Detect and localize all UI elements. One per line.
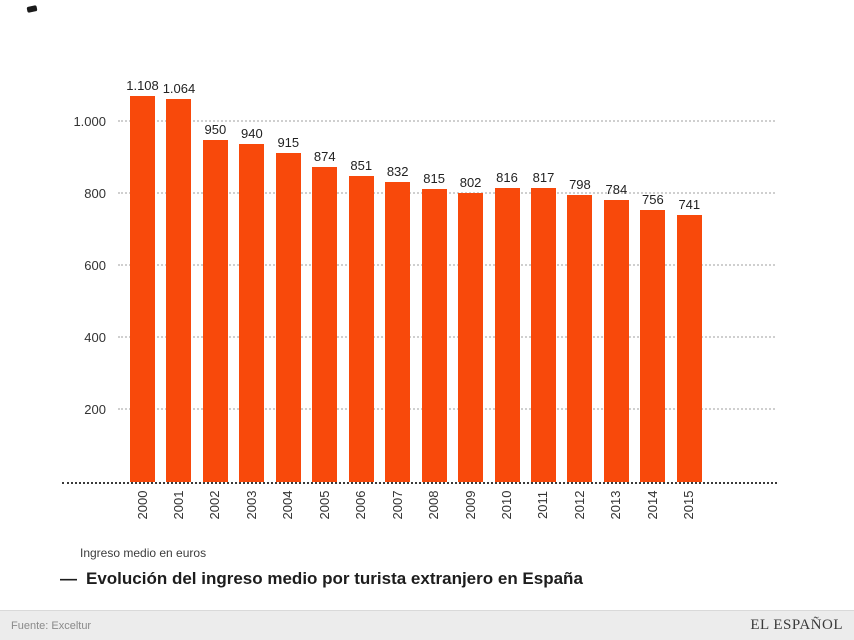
bar-value-label: 756	[641, 191, 664, 207]
bar	[530, 187, 556, 482]
y-axis-tick-label: 800	[84, 186, 106, 201]
x-axis-label: 2000	[134, 490, 150, 520]
y-axis-title: Ingreso medio en euros	[80, 546, 207, 560]
x-axis-label: 2006	[353, 490, 369, 520]
bar-column: 784 2013	[603, 78, 629, 519]
bar-column: 798 2012	[567, 78, 593, 519]
x-axis-label: 2001	[170, 490, 186, 520]
bar-column: 950 2002	[202, 78, 228, 519]
x-axis-label: 2005	[316, 490, 332, 520]
bar-column: 802 2009	[458, 78, 484, 519]
footer-bar: Fuente: Exceltur EL ESPAÑOL	[0, 610, 854, 640]
bar	[166, 98, 192, 482]
bar-column: 816 2010	[494, 78, 520, 519]
bar-value-label: 851	[350, 157, 373, 173]
title-text: Evolución del ingreso medio por turista …	[86, 569, 583, 588]
x-axis-label: 2004	[280, 490, 296, 520]
source-credit: Fuente: Exceltur	[11, 619, 92, 632]
x-axis-label: 2008	[426, 490, 442, 520]
y-axis-tick-label: 600	[84, 258, 106, 273]
bar	[130, 96, 155, 482]
x-axis-line	[62, 482, 777, 484]
bar	[676, 215, 702, 482]
brand-logo: EL ESPAÑOL	[750, 617, 843, 633]
bar	[494, 188, 520, 482]
bar-value-label: 784	[605, 181, 628, 197]
x-axis-label: 2010	[499, 490, 515, 520]
bar	[348, 175, 374, 482]
bar-value-label: 817	[532, 169, 555, 185]
y-axis-tick-label: 1.000	[73, 114, 106, 129]
bar-value-label: 741	[678, 197, 701, 213]
bar	[421, 188, 447, 482]
bar	[458, 193, 484, 482]
x-axis-label: 2009	[462, 490, 478, 520]
bar	[202, 140, 228, 482]
bar	[385, 182, 411, 482]
bar-column: 940 2003	[239, 78, 265, 519]
bar-column: 817 2011	[530, 78, 556, 519]
x-axis-label: 2013	[608, 490, 624, 520]
bar	[603, 199, 629, 482]
y-axis-tick-label: 400	[84, 330, 106, 345]
x-axis-label: 2015	[681, 490, 697, 520]
bar-column: 741 2015	[676, 78, 702, 519]
plot-area: 1.108 2000 1.064 2001 950 2002 940 2003 915 2004 8…	[62, 78, 777, 520]
x-axis-label: 2012	[571, 490, 587, 520]
bar	[567, 194, 593, 482]
bar	[239, 143, 265, 482]
bar-value-label: 815	[423, 170, 445, 186]
bar-column: 851 2006	[348, 78, 374, 519]
bar-value-label: 874	[313, 149, 336, 165]
bars: 1.108 2000 1.064 2001 950 2002 940 2003 915 2004 8…	[126, 78, 702, 520]
bar	[640, 209, 666, 482]
bar-value-label: 802	[459, 175, 482, 191]
x-axis-label: 2014	[644, 490, 660, 520]
bar-value-label: 798	[569, 176, 591, 192]
bar	[312, 167, 338, 482]
bar-value-label: 915	[277, 134, 300, 150]
x-axis-label: 2007	[389, 490, 405, 520]
bar-column: 874 2005	[312, 78, 338, 519]
title-dash: —	[60, 569, 77, 588]
bar-value-label: 1.108	[126, 78, 159, 93]
bar-value-label: 950	[204, 122, 227, 137]
x-axis-label: 2011	[535, 491, 551, 519]
bar-value-label: 940	[241, 125, 263, 141]
bar-column: 815 2008	[421, 78, 447, 519]
bar-value-label: 816	[496, 170, 518, 186]
chart-title: — Evolución del ingreso medio por turista…	[60, 569, 583, 589]
bar	[275, 152, 301, 482]
y-axis-tick-label: 200	[84, 402, 106, 417]
x-axis-label: 2003	[243, 490, 259, 520]
bar-value-label: 832	[386, 164, 409, 180]
corner-mark	[26, 5, 38, 13]
bar-column: 756 2014	[640, 78, 666, 519]
x-axis-label: 2002	[207, 490, 223, 520]
bar-column: 1.064 2001	[163, 78, 196, 520]
bar-value-label: 1.064	[162, 80, 196, 96]
bar-column: 915 2004	[275, 78, 301, 519]
gridline	[118, 120, 775, 122]
bar-column: 832 2007	[385, 78, 411, 519]
bar-column: 1.108 2000	[126, 78, 159, 519]
